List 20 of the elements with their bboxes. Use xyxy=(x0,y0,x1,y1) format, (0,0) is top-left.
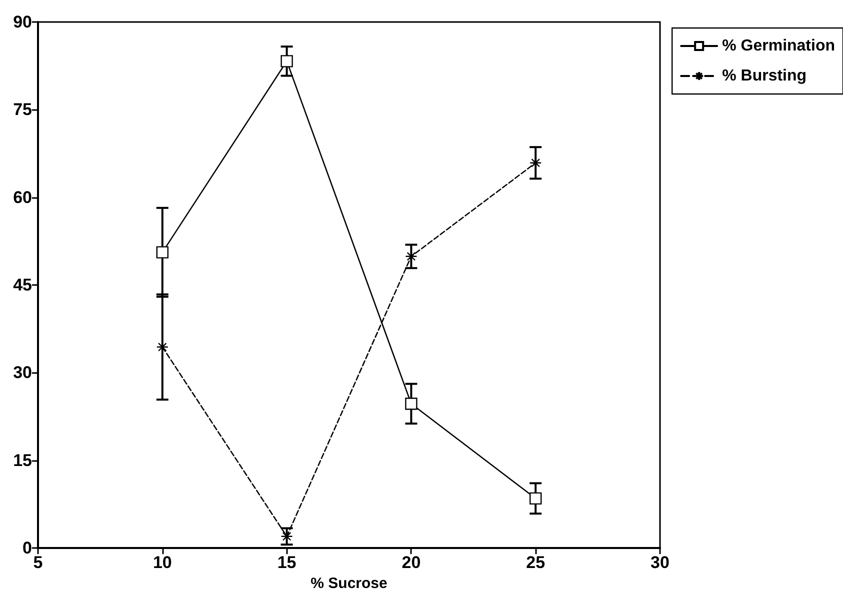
y-tick-label: 90 xyxy=(13,12,32,32)
x-tick-label: 10 xyxy=(152,553,172,572)
x-tick-label: 25 xyxy=(526,553,546,572)
x-tick-label: 20 xyxy=(402,553,421,572)
point xyxy=(156,246,168,258)
y-tick-label: 75 xyxy=(13,100,32,120)
point xyxy=(530,492,542,505)
y-tick-label: 15 xyxy=(13,450,32,470)
x-axis-title: % Sucrose xyxy=(310,575,388,592)
y-tick-label: 45 xyxy=(13,276,32,295)
legend-label: % Bursting xyxy=(722,68,807,84)
x-tick-label: 15 xyxy=(277,553,296,572)
x-tick-label: 5 xyxy=(33,553,43,572)
x-tick-label: 30 xyxy=(650,553,670,572)
y-tick-label: 30 xyxy=(13,363,32,382)
point xyxy=(280,55,293,68)
y-tick-label: 0 xyxy=(22,538,32,558)
legend-label: % Germination xyxy=(722,38,835,54)
point xyxy=(405,398,418,410)
y-tick-label: 60 xyxy=(13,188,32,207)
